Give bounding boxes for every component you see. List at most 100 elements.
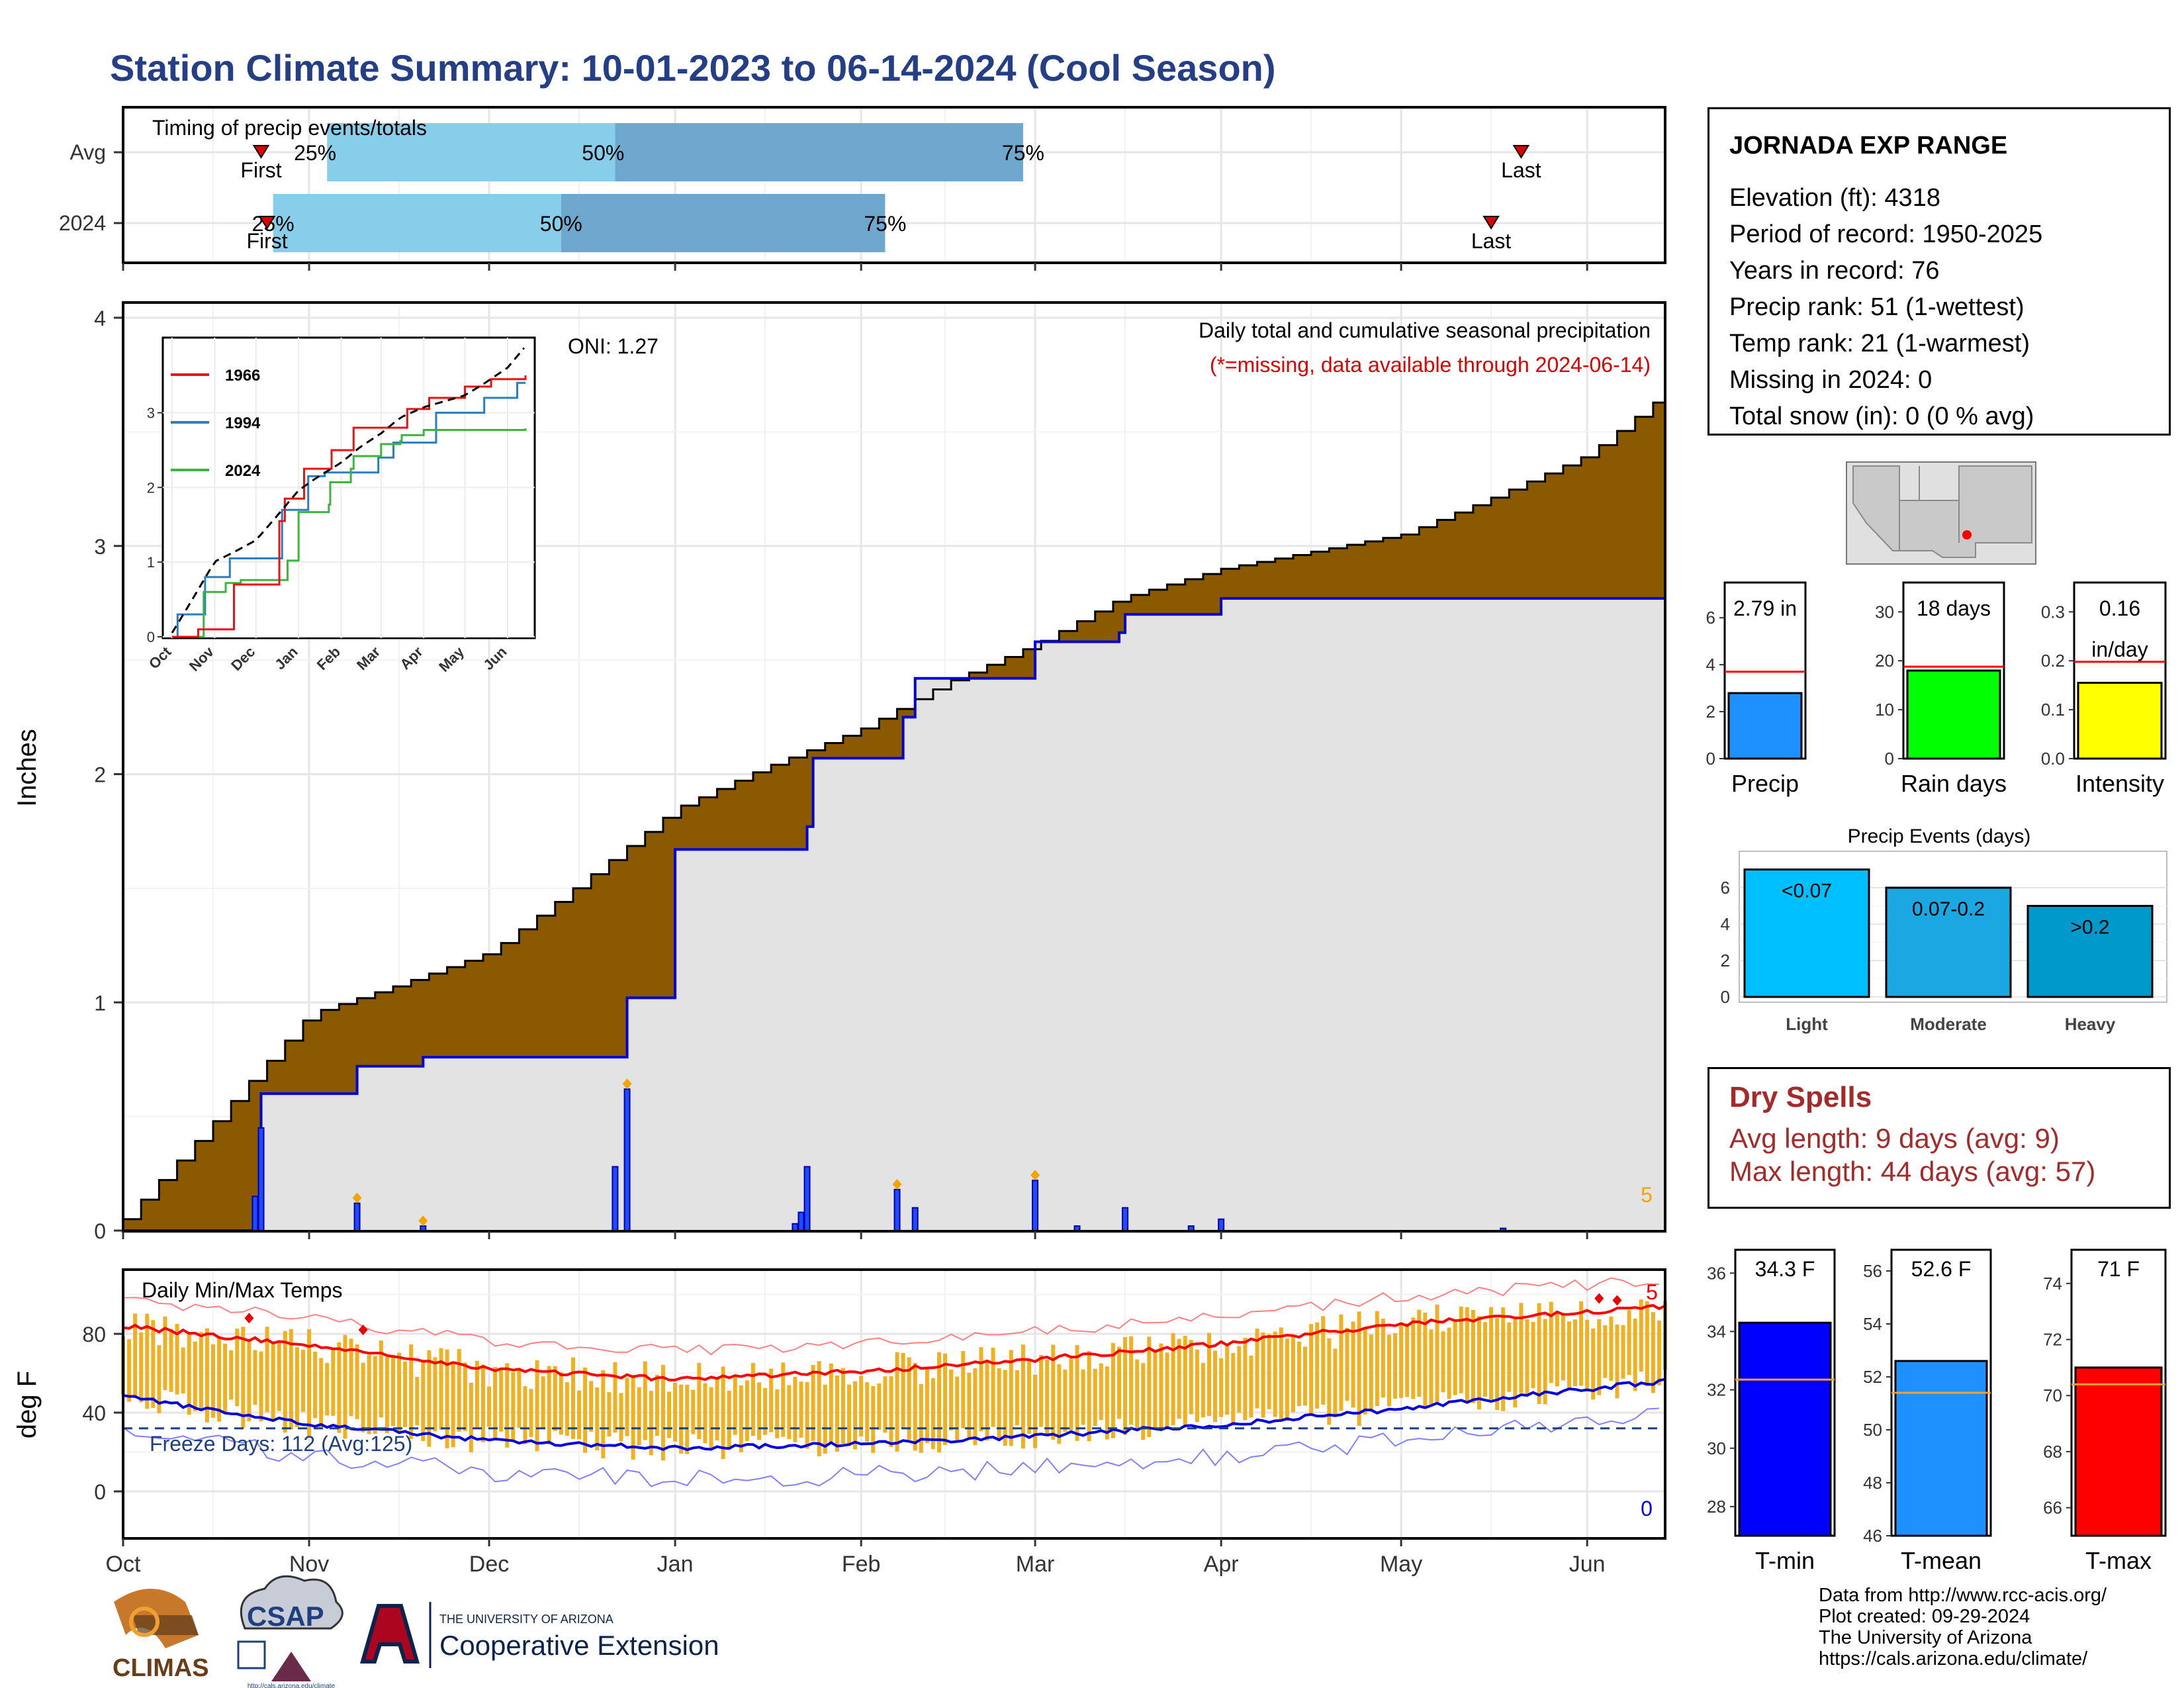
daily-temp-bar — [433, 1357, 437, 1432]
daily-temp-bar — [601, 1370, 606, 1459]
daily-temp-bar — [487, 1386, 492, 1427]
daily-precip-bar — [420, 1225, 427, 1231]
daily-temp-bar — [793, 1376, 797, 1442]
website-note: https://cals.arizona.edu/climate/ — [1819, 1648, 2088, 1669]
daily-temp-bar — [1621, 1325, 1625, 1379]
daily-temp-bar — [205, 1328, 209, 1423]
daily-temp-bar — [847, 1384, 852, 1446]
daily-temp-bar — [1231, 1352, 1236, 1426]
daily-temp-bar — [1057, 1364, 1062, 1444]
timing-first-marker — [258, 216, 276, 230]
daily-temp-bar — [1381, 1319, 1385, 1398]
event-bar-light — [1743, 868, 1870, 998]
mini-bar-precip — [1727, 692, 1803, 760]
daily-temp-bar — [1609, 1316, 1614, 1381]
x-axis-month-label: May — [1380, 1552, 1422, 1577]
daily-temp-bar — [655, 1374, 659, 1436]
daily-temp-bar — [1585, 1319, 1590, 1389]
timing-bar-early — [327, 123, 615, 181]
daily-temp-bar — [1165, 1352, 1169, 1427]
daily-temp-bar — [1255, 1329, 1259, 1409]
daily-temp-bar — [997, 1368, 1001, 1441]
daily-temp-bar — [1573, 1319, 1578, 1387]
daily-temp-bar — [1087, 1350, 1091, 1442]
csap-grid — [237, 1640, 266, 1669]
daily-temp-bar — [349, 1338, 353, 1417]
daily-temp-bar — [390, 1354, 395, 1427]
daily-temp-bar — [373, 1356, 377, 1434]
daily-temp-bar — [247, 1338, 251, 1422]
daily-temp-bar — [673, 1382, 678, 1442]
daily-temp-bar — [1111, 1342, 1115, 1438]
daily-temp-bar — [325, 1363, 330, 1416]
daily-temp-bar — [619, 1393, 623, 1442]
daily-temp-bar — [1543, 1319, 1547, 1405]
mini-y-tick: 0.2 — [2041, 651, 2065, 671]
temp-bar-y-tick: 28 — [1707, 1497, 1726, 1517]
daily-temp-bar — [505, 1363, 510, 1448]
daily-temp-bar — [1615, 1324, 1619, 1399]
daily-temp-bar — [223, 1343, 228, 1414]
daily-temp-bar — [865, 1382, 870, 1442]
temp-bar-t-min — [1738, 1321, 1832, 1537]
ua-a-mark — [360, 1604, 420, 1664]
daily-temp-bar — [1177, 1338, 1181, 1419]
mini-axis-label: Precip — [1731, 770, 1799, 797]
climas-logo: CLIMAS — [113, 1589, 209, 1682]
daily-temp-bar — [625, 1378, 629, 1436]
event-bar-heavy — [2026, 905, 2154, 998]
daily-temp-bar — [300, 1350, 305, 1412]
inset-legend-label: 1994 — [225, 414, 261, 432]
daily-temp-bar — [139, 1332, 144, 1403]
daily-temp-bar — [1459, 1306, 1463, 1393]
daily-temp-bar — [480, 1364, 485, 1442]
oni-label: ONI: 1.27 — [568, 334, 659, 358]
daily-temp-bar — [439, 1348, 443, 1430]
temp-bar-y-tick: 56 — [1863, 1261, 1882, 1281]
daily-temp-bar — [1171, 1333, 1175, 1426]
daily-temp-bar — [1435, 1304, 1439, 1403]
daily-temp-bar — [1645, 1301, 1649, 1386]
record-min-line — [122, 1407, 1659, 1487]
record-high-marker — [358, 1325, 368, 1336]
daily-temp-bar — [1447, 1327, 1451, 1399]
daily-temp-bar — [1423, 1312, 1428, 1409]
daily-temp-bar — [199, 1332, 203, 1411]
temp-title: Daily Min/Max Temps — [142, 1278, 342, 1302]
daily-temp-bar — [1213, 1350, 1218, 1423]
precip-panel-frame — [122, 301, 1666, 1233]
x-axis-month-label: Nov — [289, 1552, 329, 1577]
daily-temp-bar — [427, 1350, 432, 1447]
temp-bar-value: 52.6 F — [1911, 1257, 1972, 1281]
daily-temp-bar — [337, 1342, 341, 1433]
daily-temp-bar — [1345, 1328, 1349, 1401]
daily-temp-bar — [1033, 1374, 1038, 1448]
daily-temp-bar — [403, 1361, 408, 1427]
timing-50-label: 50% — [582, 141, 624, 165]
timing-bar-late — [561, 194, 886, 252]
dry-spells-avg: Avg length: 9 days (avg: 9) — [1729, 1123, 2060, 1154]
daily-temp-bar — [133, 1313, 138, 1399]
daily-precip-bar — [803, 1166, 811, 1231]
daily-temp-bar — [709, 1387, 713, 1449]
daily-temp-bar — [1555, 1313, 1559, 1387]
daily-temp-bar — [1369, 1335, 1373, 1411]
daily-temp-bar — [163, 1316, 167, 1390]
avg-cumulative-line — [122, 393, 1666, 1231]
dry-spells-title: Dry Spells — [1729, 1081, 1872, 1113]
daily-temp-bar — [1123, 1336, 1128, 1435]
dry-spells-box: Dry Spells Avg length: 9 days (avg: 9) M… — [1707, 1067, 2171, 1209]
daily-temp-bar — [1135, 1359, 1140, 1430]
daily-temp-bar — [1603, 1325, 1608, 1378]
heavy-event-marker — [1030, 1170, 1040, 1181]
daily-temp-bar — [973, 1368, 978, 1446]
daily-temp-bar — [1405, 1323, 1410, 1397]
daily-temp-bar — [493, 1367, 498, 1441]
mini-y-tick: 0.1 — [2041, 700, 2065, 720]
daily-temp-bar — [1003, 1370, 1007, 1446]
temp-bar-label: T-min — [1755, 1547, 1815, 1574]
daily-temp-bar — [787, 1385, 792, 1439]
precip-legend: Daily total and cumulative seasonal prec… — [1199, 318, 1651, 342]
daily-temp-bar — [685, 1384, 690, 1454]
x-axis-month-label: Jun — [1569, 1552, 1606, 1577]
